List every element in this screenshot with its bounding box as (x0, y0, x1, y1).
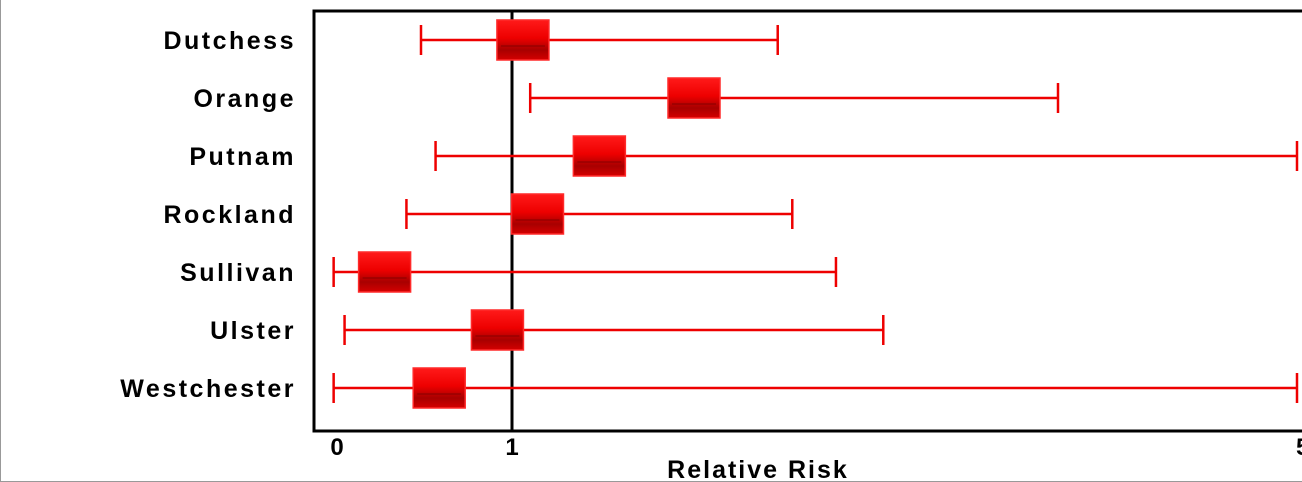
category-labels: Dutchess Orange Putnam Rockland Sullivan Ulst… (120, 27, 296, 403)
x-axis: 0 1 5 Relative Risk (330, 11, 1302, 482)
x-tick-label: 5 (1296, 434, 1302, 461)
estimate-marker (412, 367, 466, 409)
estimate-marker (667, 77, 721, 119)
estimate-marker (470, 309, 525, 351)
category-label: Rockland (163, 201, 296, 229)
plot-marks (332, 19, 1299, 409)
left-border (0, 0, 1, 482)
x-tick-label: 1 (505, 434, 518, 461)
category-label: Orange (193, 85, 296, 113)
category-label: Putnam (189, 143, 296, 171)
x-tick-label: 0 (330, 434, 343, 461)
estimate-marker (357, 251, 412, 293)
category-label: Dutchess (163, 27, 296, 55)
category-label: Sullivan (180, 259, 296, 287)
category-label: Ulster (210, 317, 296, 345)
category-label: Westchester (120, 375, 296, 403)
plot-frame (312, 9, 1302, 433)
estimate-marker (510, 193, 565, 235)
estimate-marker (496, 19, 550, 61)
estimate-marker (572, 135, 627, 177)
x-axis-title: Relative Risk (667, 456, 849, 482)
